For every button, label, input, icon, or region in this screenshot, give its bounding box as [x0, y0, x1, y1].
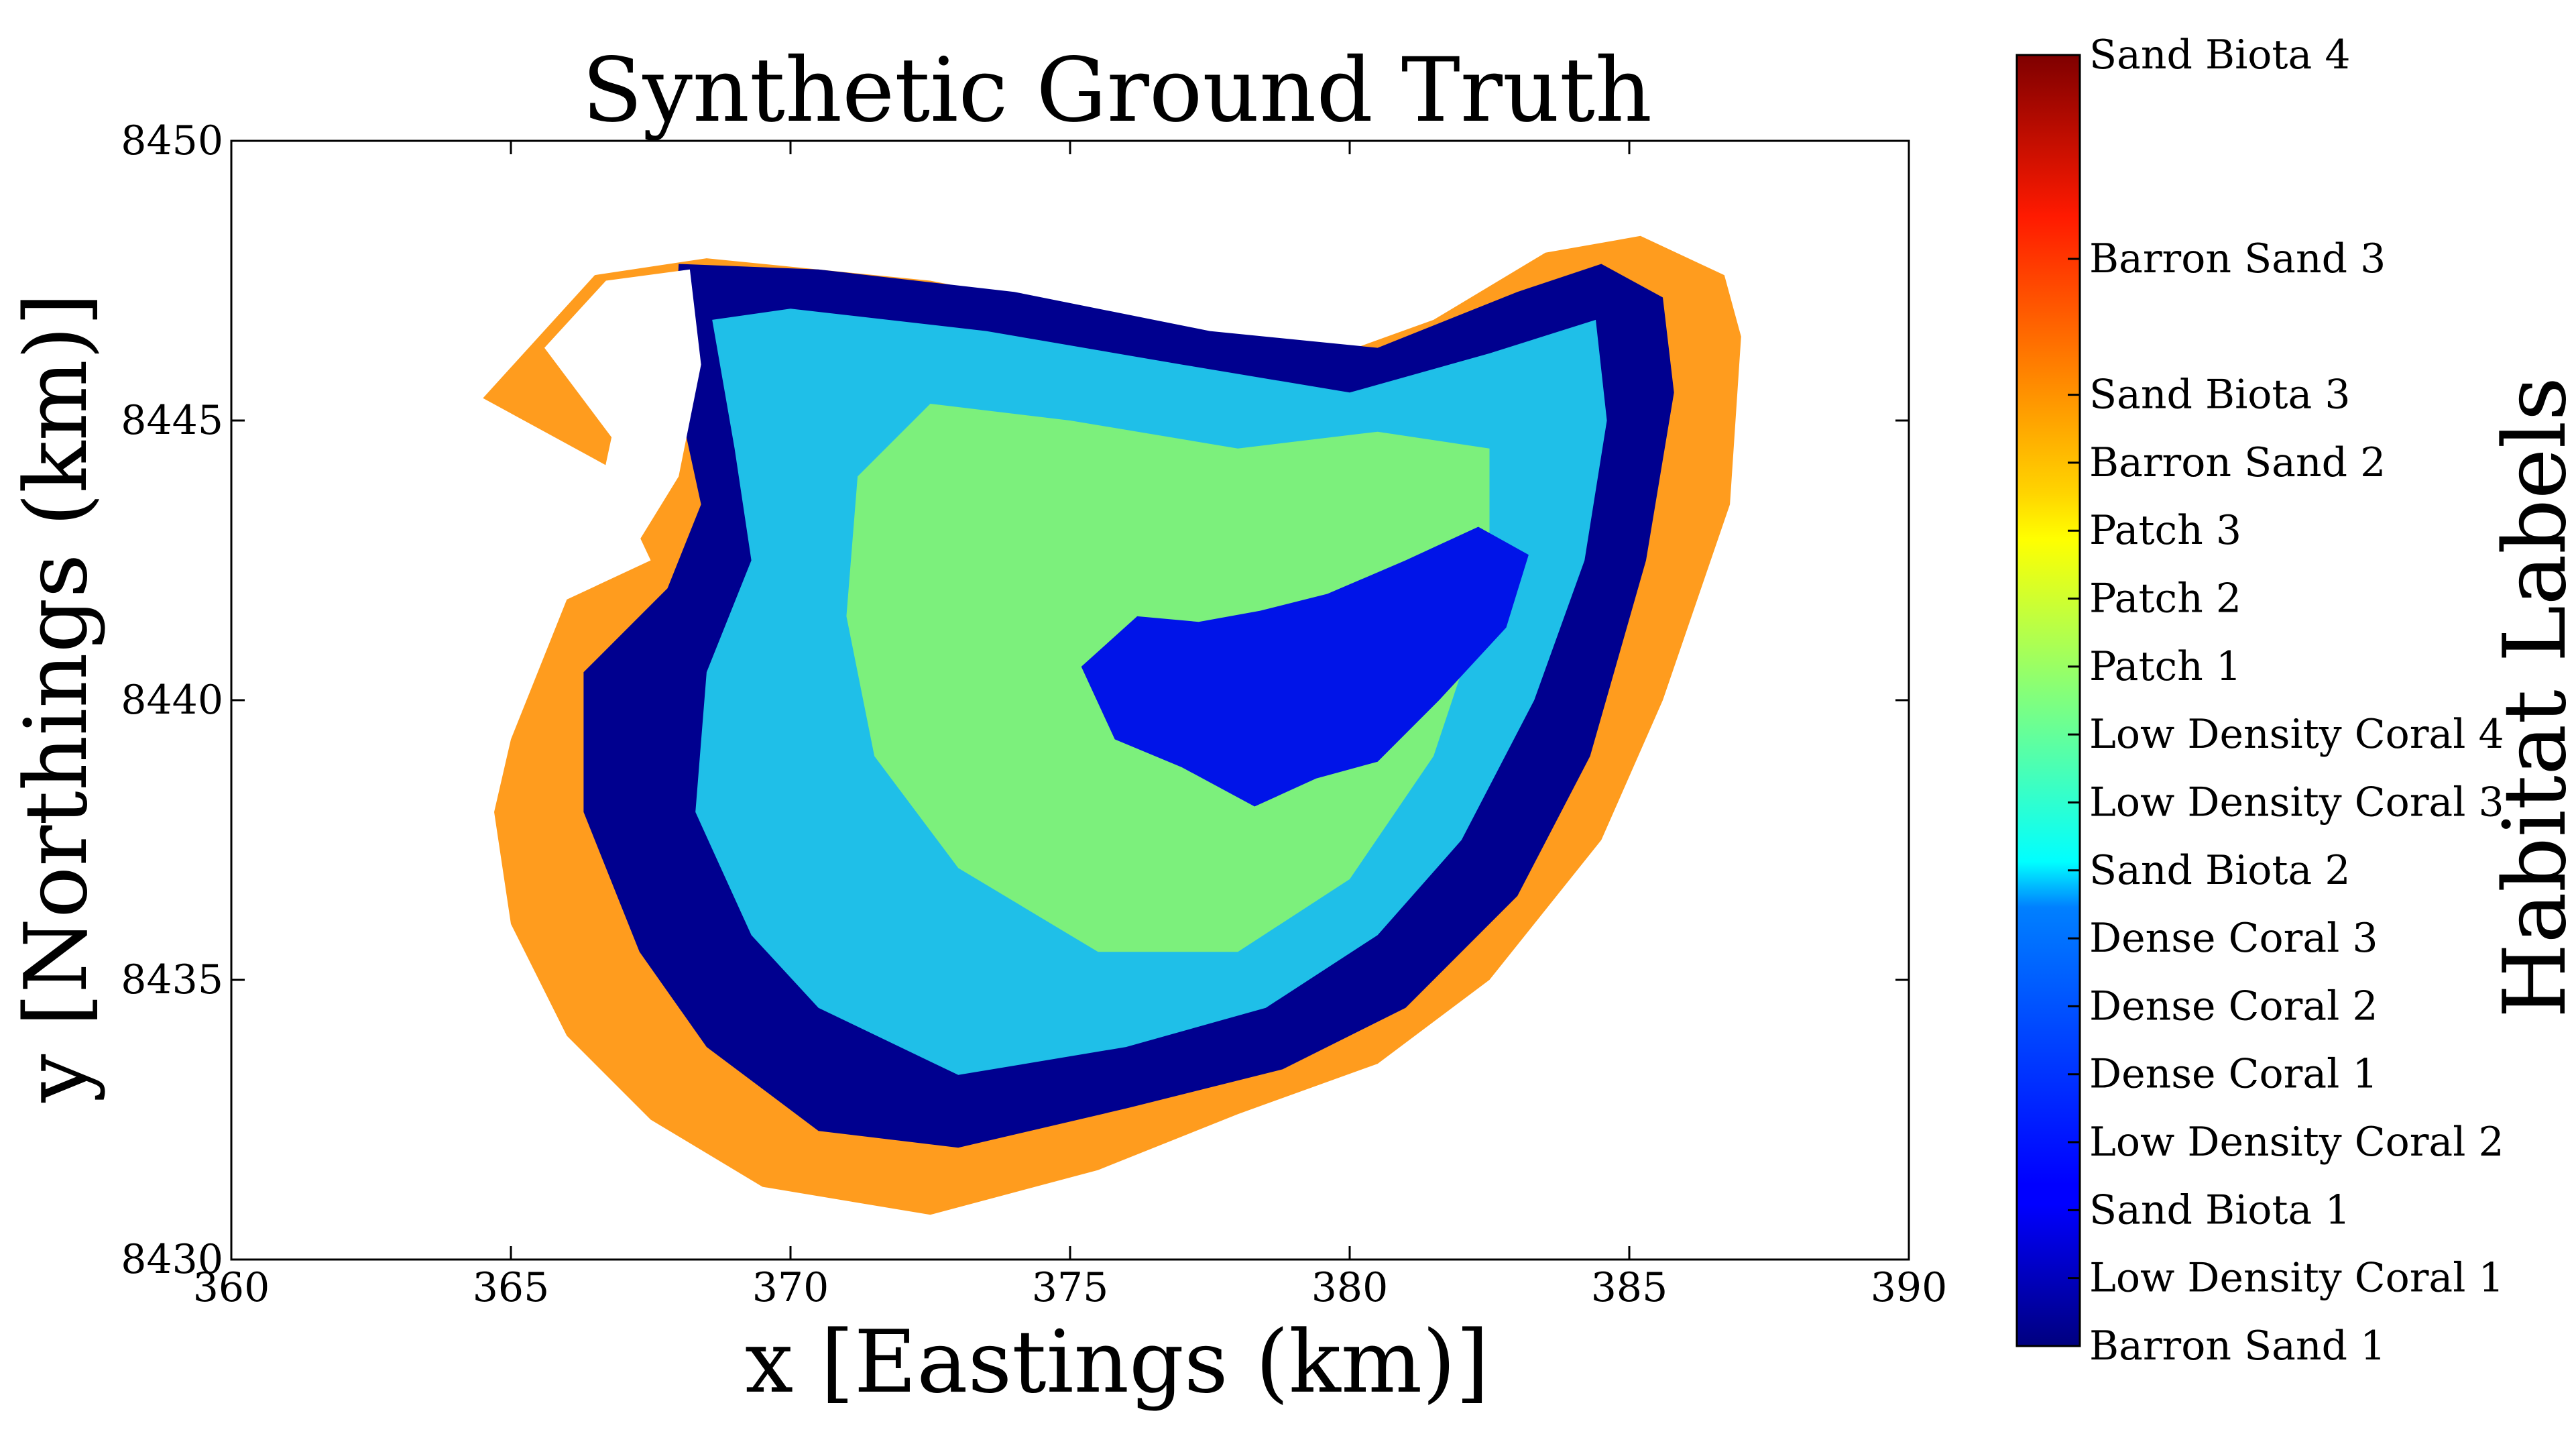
x-tick-label: 375: [1032, 1264, 1109, 1311]
x-tick-label: 380: [1311, 1264, 1389, 1311]
y-tick-label: 8445: [121, 397, 223, 444]
colorbar: [2015, 54, 2081, 1347]
x-tick-label: 370: [752, 1264, 829, 1311]
region-cloud-gap: [544, 269, 701, 549]
colorbar-label: Habitat Labels: [2485, 377, 2576, 1018]
colorbar-tick-label: Sand Biota 2: [2089, 847, 2351, 894]
colorbar-tick-label: Sand Biota 3: [2089, 372, 2351, 419]
colorbar-tick-label: Patch 2: [2089, 575, 2241, 622]
y-tick-label: 8450: [121, 117, 223, 164]
colorbar-tick-label: Barron Sand 1: [2089, 1323, 2386, 1370]
colorbar-tick-label: Patch 3: [2089, 507, 2241, 554]
x-axis: 360 365 370 375 380 385 390: [193, 141, 1948, 1311]
colorbar-tick-label: Sand Biota 4: [2089, 32, 2351, 78]
colorbar-tick-label: Patch 1: [2089, 643, 2241, 690]
x-axis-label: x [Eastings (km)]: [745, 1313, 1489, 1412]
colorbar-tick-label: Dense Coral 1: [2089, 1051, 2378, 1098]
colorbar-tick-label: Barron Sand 3: [2089, 235, 2386, 282]
colorbar-tick-label: Low Density Coral 3: [2089, 779, 2504, 826]
colorbar-tick-label: Low Density Coral 2: [2089, 1119, 2504, 1166]
colorbar-tick-label: Barron Sand 2: [2089, 439, 2386, 486]
x-tick-label: 385: [1591, 1264, 1668, 1311]
colorbar-tick-label: Dense Coral 2: [2089, 983, 2378, 1029]
colorbar-tick-label: Dense Coral 3: [2089, 915, 2378, 962]
x-tick-label: 365: [473, 1264, 550, 1311]
colorbar-tick-label: Low Density Coral 1: [2089, 1255, 2504, 1302]
y-axis-label: y [Northings (km)]: [7, 292, 107, 1103]
y-axis: 8430 8435 8440 8445 8450: [121, 117, 1909, 1283]
colorbar-tick-label: Sand Biota 1: [2089, 1186, 2351, 1233]
x-tick-label: 360: [193, 1264, 270, 1311]
region-central-deep: [1081, 526, 1529, 807]
y-tick-label: 8430: [121, 1236, 223, 1283]
x-tick-label: 390: [1871, 1264, 1948, 1311]
chart-title: Synthetic Ground Truth: [582, 39, 1652, 142]
habitat-map: [483, 235, 1741, 1215]
colorbar-ticks: Barron Sand 1 Low Density Coral 1 Sand Bio…: [2068, 32, 2504, 1370]
y-tick-label: 8435: [121, 956, 223, 1003]
y-tick-label: 8440: [121, 677, 223, 724]
colorbar-tick-label: Low Density Coral 4: [2089, 711, 2504, 758]
